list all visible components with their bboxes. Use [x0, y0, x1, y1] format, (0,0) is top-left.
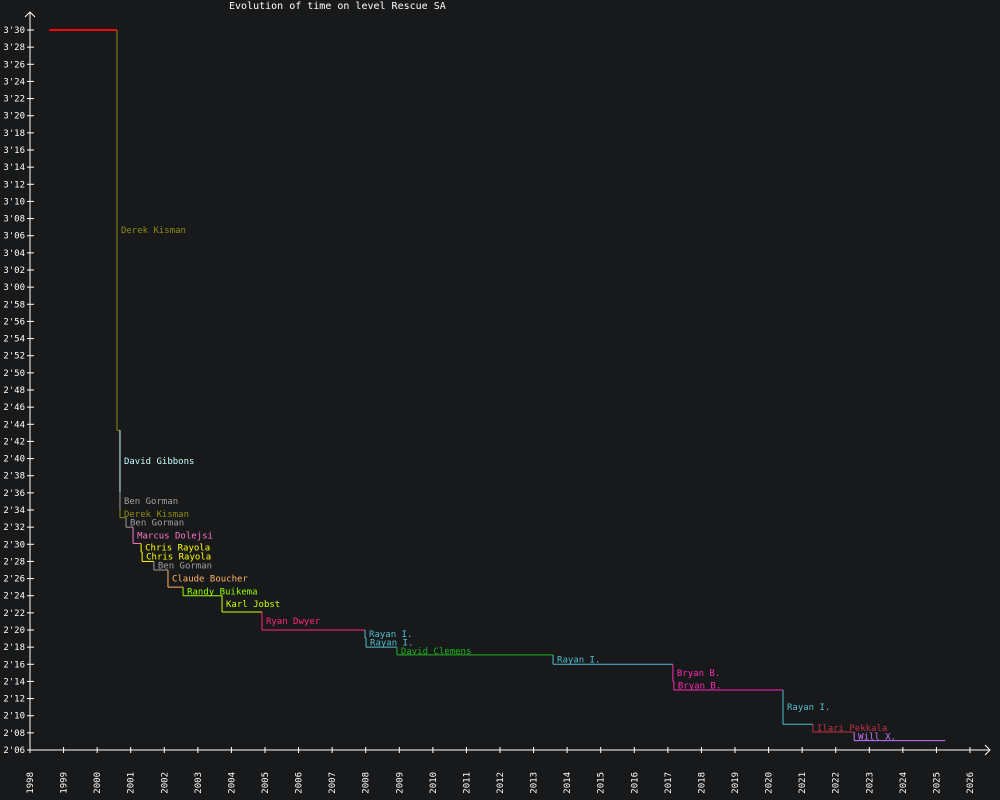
- y-tick-label: 2'14: [3, 677, 25, 687]
- record-label: Ilari Pekkala: [817, 724, 887, 734]
- y-tick-label: 2'24: [3, 592, 25, 602]
- x-tick-label: 2007: [328, 772, 338, 794]
- y-tick-label: 2'44: [3, 420, 25, 430]
- record-label: Marcus Dolejsi: [137, 531, 213, 541]
- y-tick-label: 2'46: [3, 403, 25, 413]
- record-label: David Gibbons: [124, 457, 194, 467]
- y-tick-label: 2'58: [3, 300, 25, 310]
- y-tick-label: 3'18: [3, 129, 25, 139]
- y-tick-label: 2'26: [3, 575, 25, 585]
- y-tick-label: 2'56: [3, 317, 25, 327]
- y-tick-label: 3'16: [3, 146, 25, 156]
- y-tick-label: 2'50: [3, 369, 25, 379]
- x-tick-label: 2012: [496, 772, 506, 794]
- y-tick-label: 2'06: [3, 746, 25, 756]
- x-tick-label: 2004: [227, 772, 237, 794]
- x-tick-label: 2026: [966, 772, 976, 794]
- record-label: Rayan I.: [370, 638, 413, 648]
- y-tick-label: 3'20: [3, 112, 25, 122]
- y-tick-label: 2'36: [3, 489, 25, 499]
- x-tick-label: 2025: [932, 772, 942, 794]
- record-label: Bryan B.: [677, 669, 720, 679]
- record-label: Ben Gorman: [158, 562, 212, 572]
- x-tick-label: 2017: [664, 772, 674, 794]
- y-tick-label: 2'10: [3, 712, 25, 722]
- record-label: Claude Boucher: [172, 575, 248, 585]
- y-tick-label: 2'40: [3, 455, 25, 465]
- y-tick-label: 3'06: [3, 232, 25, 242]
- y-tick-label: 3'26: [3, 60, 25, 70]
- y-tick-label: 3'08: [3, 215, 25, 225]
- record-label: Chris Rayola: [145, 544, 210, 554]
- x-tick-label: 2011: [462, 772, 472, 794]
- y-tick-label: 2'22: [3, 609, 25, 619]
- y-tick-label: 2'38: [3, 472, 25, 482]
- y-tick-label: 3'04: [3, 249, 25, 259]
- record-label: Ryan Dwyer: [266, 617, 321, 627]
- x-tick-label: 2009: [395, 772, 405, 794]
- y-tick-label: 2'42: [3, 437, 25, 447]
- record-label: Rayan I.: [557, 656, 600, 666]
- y-tick-label: 2'28: [3, 557, 25, 567]
- y-tick-label: 3'10: [3, 197, 25, 207]
- x-tick-label: 2020: [765, 772, 775, 794]
- record-label: Derek Kisman: [121, 226, 186, 236]
- x-tick-label: 2022: [832, 772, 842, 794]
- record-label: Ben Gorman: [124, 497, 178, 507]
- y-axis-arrow: [24, 11, 36, 18]
- chart-title: Evolution of time on level Rescue SA: [229, 1, 446, 12]
- x-tick-label: 2000: [93, 772, 103, 794]
- record-label: David Clemens: [401, 647, 471, 657]
- y-tick-label: 3'22: [3, 95, 25, 105]
- record-label: Derek Kisman: [124, 510, 189, 520]
- x-tick-label: 2016: [630, 772, 640, 794]
- y-tick-label: 2'18: [3, 643, 25, 653]
- y-tick-label: 2'52: [3, 352, 25, 362]
- y-tick-label: 3'24: [3, 77, 25, 87]
- x-tick-label: 2013: [530, 772, 540, 794]
- y-tick-label: 3'02: [3, 266, 25, 276]
- record-label: Karl Jobst: [226, 600, 280, 610]
- record-label: Will X.: [858, 732, 896, 742]
- x-tick-label: 1998: [26, 772, 36, 794]
- x-tick-label: 2003: [194, 772, 204, 794]
- x-tick-label: 2019: [731, 772, 741, 794]
- record-label: Rayan I.: [369, 630, 412, 640]
- x-tick-label: 2015: [597, 772, 607, 794]
- x-tick-label: 2018: [697, 772, 707, 794]
- record-label: Ben Gorman: [130, 518, 184, 528]
- record-label: Chris Rayola: [146, 553, 211, 563]
- record-label: Rayan I.: [787, 703, 830, 713]
- y-tick-label: 2'12: [3, 695, 25, 705]
- x-tick-label: 2024: [899, 772, 909, 794]
- y-tick-label: 2'20: [3, 626, 25, 636]
- x-axis-arrow: [984, 744, 991, 756]
- x-tick-label: 2021: [798, 772, 808, 794]
- y-tick-label: 2'54: [3, 335, 25, 345]
- y-tick-label: 3'00: [3, 283, 25, 293]
- y-tick-label: 2'34: [3, 506, 25, 516]
- y-tick-label: 2'32: [3, 523, 25, 533]
- x-tick-label: 2023: [865, 772, 875, 794]
- x-tick-label: 2002: [160, 772, 170, 794]
- x-tick-label: 2014: [563, 772, 573, 794]
- y-tick-label: 3'28: [3, 43, 25, 53]
- y-tick-label: 2'30: [3, 540, 25, 550]
- x-tick-label: 2008: [362, 772, 372, 794]
- x-tick-label: 2006: [295, 772, 305, 794]
- record-label: Bryan B.: [678, 682, 721, 692]
- record-label: Randy Buikema: [187, 587, 257, 597]
- y-tick-label: 2'08: [3, 729, 25, 739]
- x-tick-label: 2005: [261, 772, 271, 794]
- y-tick-label: 3'30: [3, 26, 25, 36]
- y-tick-label: 2'16: [3, 660, 25, 670]
- y-tick-label: 2'48: [3, 386, 25, 396]
- y-tick-label: 3'12: [3, 180, 25, 190]
- y-tick-label: 3'14: [3, 163, 25, 173]
- x-tick-label: 2001: [127, 772, 137, 794]
- x-tick-label: 2010: [429, 772, 439, 794]
- x-tick-label: 1999: [60, 772, 70, 794]
